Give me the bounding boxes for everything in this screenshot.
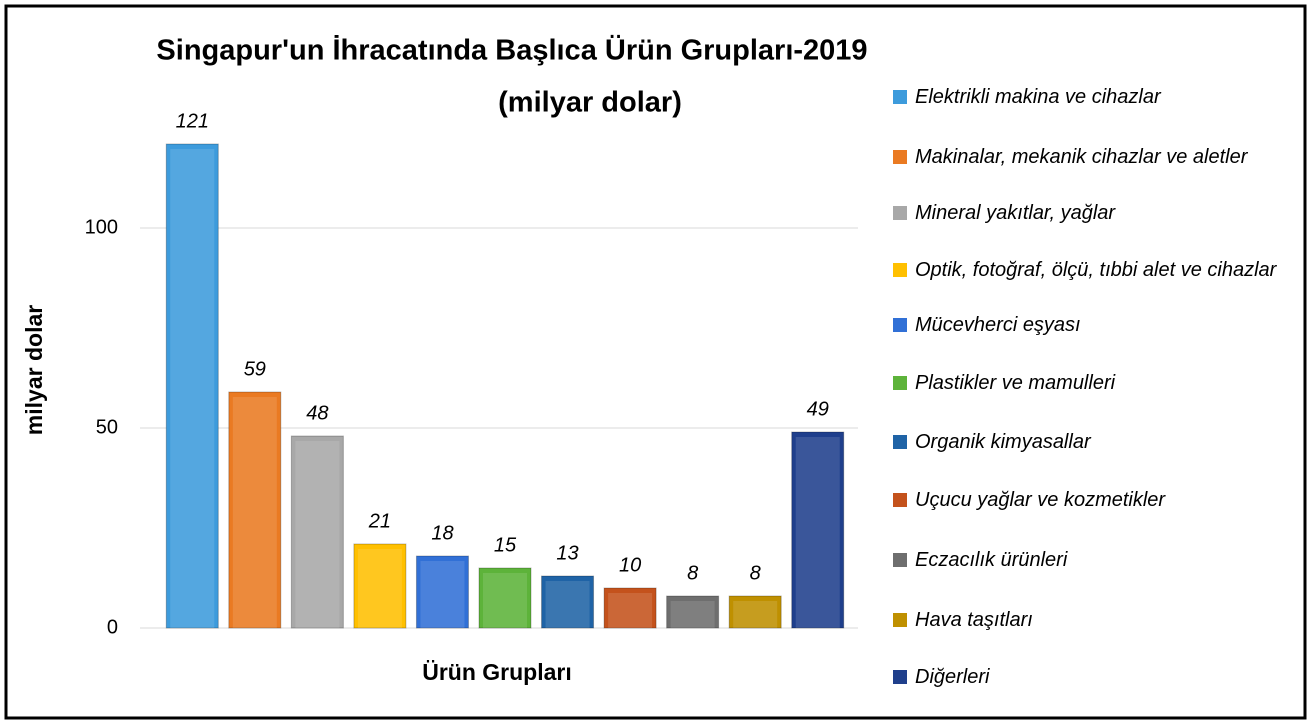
legend-item: Diğerleri: [893, 663, 1293, 691]
bar-shade: [420, 561, 465, 628]
bar-shade: [170, 149, 215, 628]
legend-item: Organik kimyasallar: [893, 428, 1293, 456]
bar-shade: [670, 601, 715, 628]
legend-swatch: [893, 493, 907, 507]
legend-swatch: [893, 670, 907, 684]
legend-swatch: [893, 263, 907, 277]
legend-label: Plastikler ve mamulleri: [915, 372, 1116, 394]
legend-item: Eczacılık ürünleri: [893, 546, 1293, 574]
legend-swatch: [893, 435, 907, 449]
legend-item: Mineral yakıtlar, yağlar: [893, 199, 1293, 227]
legend-label: Mücevherci eşyası: [915, 314, 1081, 336]
bar-shade: [483, 573, 527, 628]
legend-swatch: [893, 150, 907, 164]
legend-item: Elektrikli makina ve cihazlar: [893, 83, 1293, 111]
legend-label: Hava taşıtları: [915, 609, 1033, 631]
bar-shade: [295, 441, 340, 628]
bar: [353, 543, 407, 629]
legend-swatch: [893, 206, 907, 220]
bar: [603, 587, 657, 629]
bar: [290, 435, 344, 629]
bar: [728, 595, 782, 629]
legend-label: Optik, fotoğraf, ölçü, tıbbi alet ve cih…: [915, 259, 1277, 281]
legend-label: Diğerleri: [915, 666, 990, 688]
legend-label: Eczacılık ürünleri: [915, 549, 1068, 571]
data-label: 13: [556, 542, 578, 564]
legend-item: Mücevherci eşyası: [893, 311, 1293, 339]
legend-swatch: [893, 318, 907, 332]
bar-shade: [232, 397, 277, 628]
bar: [666, 595, 720, 629]
chart-title: Singapur'un İhracatında Başlıca Ürün Gru…: [156, 34, 867, 67]
legend-label: Makinalar, mekanik cihazlar ve aletler: [915, 146, 1248, 168]
legend-label: Elektrikli makina ve cihazlar: [915, 86, 1161, 108]
legend-label: Uçucu yağlar ve kozmetikler: [915, 489, 1166, 511]
data-label: 8: [687, 562, 698, 584]
data-label: 48: [306, 402, 328, 424]
legend-label: Mineral yakıtlar, yağlar: [915, 202, 1116, 224]
legend-swatch: [893, 553, 907, 567]
y-axis-label: milyar dolar: [21, 305, 47, 435]
bar: [791, 431, 845, 629]
legend-swatch: [893, 90, 907, 104]
data-label: 121: [176, 110, 209, 132]
bar: [415, 555, 469, 629]
data-label: 8: [750, 562, 761, 584]
y-tick-label: 100: [85, 216, 118, 238]
bar-shade: [608, 593, 653, 628]
bar-shade: [545, 581, 590, 628]
data-label: 49: [807, 398, 829, 420]
legend-item: Optik, fotoğraf, ölçü, tıbbi alet ve cih…: [893, 256, 1293, 284]
legend-item: Uçucu yağlar ve kozmetikler: [893, 486, 1293, 514]
legend-item: Makinalar, mekanik cihazlar ve aletler: [893, 143, 1293, 171]
data-label: 18: [431, 522, 453, 544]
x-axis-label: Ürün Grupları: [422, 659, 572, 685]
y-tick-label: 0: [107, 616, 118, 638]
data-label: 59: [244, 358, 266, 380]
data-label: 10: [619, 554, 641, 576]
legend-label: Organik kimyasallar: [915, 431, 1091, 453]
bar-shade: [795, 437, 840, 628]
bar-shade: [357, 549, 402, 628]
bar: [165, 143, 219, 629]
legend-item: Plastikler ve mamulleri: [893, 369, 1293, 397]
bar: [541, 575, 595, 629]
bar: [478, 567, 532, 629]
bar-shade: [733, 601, 778, 628]
legend-swatch: [893, 376, 907, 390]
legend-item: Hava taşıtları: [893, 606, 1293, 634]
data-label: 21: [368, 510, 391, 532]
chart-border: [4, 4, 1307, 720]
legend-swatch: [893, 613, 907, 627]
chart-subtitle: (milyar dolar): [498, 87, 682, 119]
y-tick-label: 50: [96, 416, 118, 438]
bar: [228, 391, 282, 629]
data-label: 15: [494, 534, 517, 556]
